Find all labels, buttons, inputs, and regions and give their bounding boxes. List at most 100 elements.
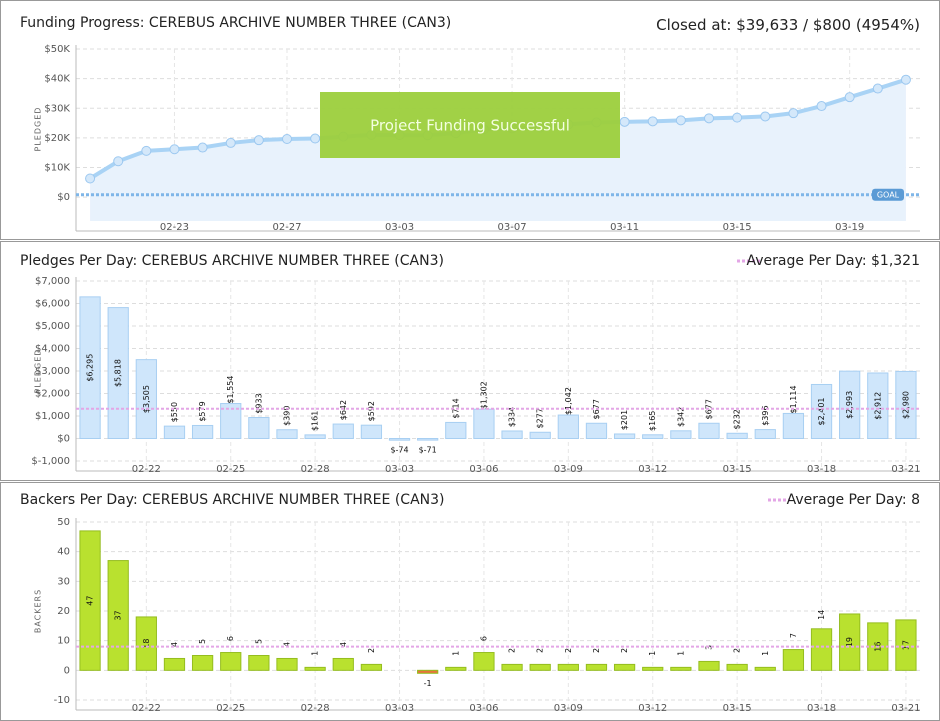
value-label: 18 [142, 639, 151, 649]
value-label: -1 [424, 679, 432, 688]
bar [642, 666, 664, 671]
legend: Average Per Day: $1,321 [747, 253, 921, 269]
point [282, 134, 292, 145]
point [85, 173, 96, 184]
value-label: 2 [733, 648, 742, 653]
y-tick-label: $0 [57, 192, 70, 203]
legend: Average Per Day: 8 [787, 492, 920, 508]
value-label: $2,980 [901, 391, 910, 419]
bar [782, 649, 805, 671]
bar [529, 431, 551, 439]
value-label: $334 [508, 407, 517, 427]
value-label: 4 [283, 642, 292, 647]
pledged-total: $39,633 [736, 16, 798, 34]
x-tick-label: 03-21 [891, 464, 920, 475]
bar [417, 669, 439, 674]
y-tick-label: 40 [57, 547, 70, 558]
x-tick-label: 03-03 [385, 464, 414, 475]
closed-summary: Closed at: $39,633 / $800 (4954%) [656, 16, 920, 34]
bar [191, 424, 214, 440]
bar [698, 660, 720, 671]
value-label: 37 [114, 610, 123, 620]
closed-label: Closed at: [656, 16, 731, 34]
value-label: 6 [226, 636, 235, 641]
bar [79, 296, 101, 439]
bar [613, 663, 636, 671]
bar [445, 666, 467, 671]
bar [895, 619, 917, 671]
value-label: $579 [198, 401, 207, 421]
bar [107, 560, 129, 671]
bar [473, 652, 495, 671]
x-tick-label: 03-15 [723, 222, 752, 233]
bar [810, 383, 833, 440]
x-tick-label: 03-15 [723, 464, 752, 475]
y-tick-label: 10 [57, 636, 70, 647]
bar [501, 430, 523, 439]
y-tick-label: 0 [64, 665, 70, 676]
y-tick-label: $7,000 [35, 276, 70, 287]
bar [613, 433, 636, 440]
bar [220, 652, 242, 671]
value-label: $342 [676, 407, 685, 427]
value-label: 19 [845, 637, 854, 647]
bar [135, 616, 157, 671]
y-axis-label: PLEDGED [34, 349, 43, 394]
value-label: $3,505 [142, 385, 151, 413]
value-label: 7 [789, 633, 798, 638]
bar [585, 663, 608, 671]
value-label: 4 [339, 642, 348, 647]
bar [839, 370, 861, 439]
chart-title: Funding Progress: CEREBUS ARCHIVE NUMBER… [20, 15, 451, 31]
bar [163, 425, 186, 439]
x-tick-label: 03-12 [638, 464, 667, 475]
x-tick-label: 03-07 [498, 222, 527, 233]
x-tick-label: 02-23 [160, 222, 189, 233]
y-tick-label: $4,000 [35, 344, 70, 355]
value-label: $277 [536, 408, 545, 428]
x-tick-label: 03-03 [385, 703, 414, 714]
bar [585, 422, 608, 439]
bar [445, 421, 467, 439]
value-label: $390 [283, 406, 292, 426]
point [788, 108, 799, 119]
annotation: Project Funding Successful [370, 117, 570, 135]
value-label: 5 [254, 639, 263, 644]
x-tick-label: 02-22 [132, 703, 161, 714]
bar [248, 655, 270, 671]
value-label: 2 [536, 648, 545, 653]
bar [529, 663, 551, 671]
bar [726, 663, 748, 671]
value-label: 17 [901, 640, 910, 650]
value-label: $2,993 [845, 391, 854, 419]
value-label: $232 [733, 409, 742, 429]
value-label: 5 [198, 639, 207, 644]
percent: (4954%) [856, 16, 920, 34]
value-label: $642 [339, 400, 348, 420]
x-tick-label: 02-25 [216, 703, 245, 714]
value-label: 4 [170, 642, 179, 647]
value-label: $933 [254, 393, 263, 413]
annotation-box [320, 92, 620, 158]
point [872, 83, 883, 94]
y-tick-label: $5,000 [35, 321, 70, 332]
bar [191, 655, 214, 671]
y-tick-label: $0 [57, 434, 70, 445]
x-tick-label: 03-06 [469, 703, 498, 714]
value-label: 1 [311, 651, 320, 656]
bar [276, 657, 298, 671]
bar [726, 432, 748, 439]
bar [220, 403, 242, 440]
x-tick-label: 03-19 [835, 222, 864, 233]
bar [670, 666, 692, 671]
goal-amount: $800 [813, 16, 851, 34]
value-label: 2 [564, 648, 573, 653]
goal-badge [872, 188, 904, 201]
point [675, 115, 686, 126]
bar [107, 307, 129, 439]
x-tick-label: 03-15 [723, 703, 752, 714]
value-label: 1 [676, 651, 685, 656]
y-axis-label: BACKERS [34, 589, 43, 633]
value-label: 14 [817, 610, 826, 620]
